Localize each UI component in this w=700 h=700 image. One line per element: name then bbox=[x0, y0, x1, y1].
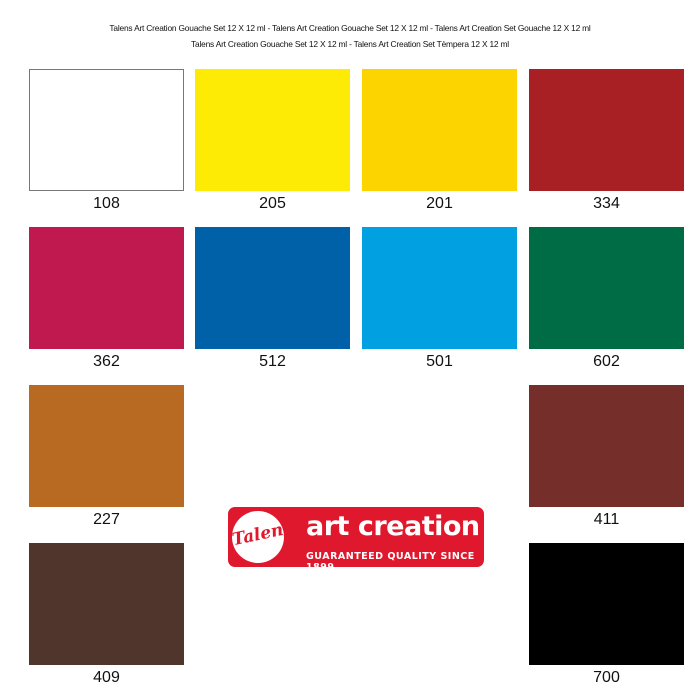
color-code-label: 201 bbox=[426, 195, 453, 212]
color-swatch-334 bbox=[529, 69, 684, 191]
color-swatch-201 bbox=[362, 69, 517, 191]
talens-logo-icon bbox=[232, 511, 284, 563]
color-swatch-227 bbox=[29, 385, 184, 507]
color-swatch-700 bbox=[529, 543, 684, 665]
color-code-label: 227 bbox=[93, 511, 120, 528]
color-swatch-512 bbox=[195, 227, 350, 349]
color-swatch-108 bbox=[29, 69, 184, 191]
color-swatch-205 bbox=[195, 69, 350, 191]
color-code-label: 602 bbox=[593, 353, 620, 370]
color-code-label: 700 bbox=[593, 669, 620, 686]
color-code-label: 334 bbox=[593, 195, 620, 212]
color-code-label: 108 bbox=[93, 195, 120, 212]
color-code-label: 512 bbox=[259, 353, 286, 370]
logo-name: art creation bbox=[306, 511, 480, 542]
color-swatch-411 bbox=[529, 385, 684, 507]
color-swatch-501 bbox=[362, 227, 517, 349]
color-code-label: 362 bbox=[93, 353, 120, 370]
color-swatch-602 bbox=[529, 227, 684, 349]
color-code-label: 501 bbox=[426, 353, 453, 370]
color-code-label: 409 bbox=[93, 669, 120, 686]
color-code-label: 411 bbox=[593, 511, 620, 528]
color-swatch-409 bbox=[29, 543, 184, 665]
color-code-label: 205 bbox=[259, 195, 286, 212]
header-line-2: Talens Art Creation Gouache Set 12 X 12 … bbox=[191, 39, 509, 49]
color-swatch-362 bbox=[29, 227, 184, 349]
art-creation-logo: Talens art creation GUARANTEED QUALITY S… bbox=[228, 507, 484, 573]
header-line-1: Talens Art Creation Gouache Set 12 X 12 … bbox=[109, 23, 591, 33]
logo-tagline: GUARANTEED QUALITY SINCE 1899 bbox=[306, 551, 475, 573]
